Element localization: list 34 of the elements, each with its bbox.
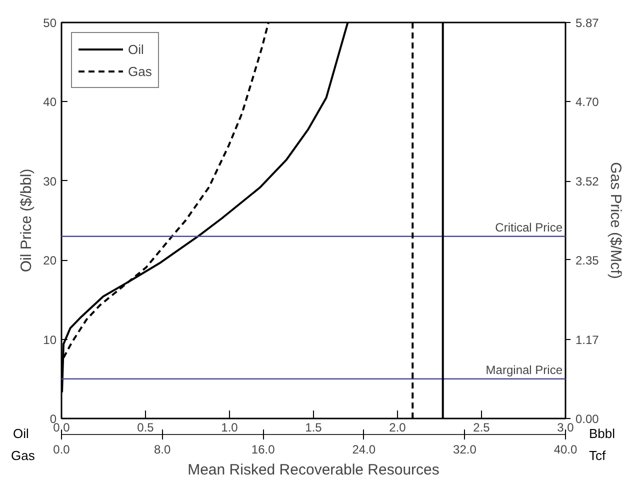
x-axis-title: Mean Risked Recoverable Resources (188, 462, 440, 478)
x-tick-label: 2.0 (389, 420, 406, 434)
y2-tick-label: 4.70 (576, 94, 600, 109)
text: Bbbl (589, 425, 616, 443)
x2-tick-label: 8.0 (154, 442, 171, 456)
x2-tick-label: 16.0 (251, 442, 276, 456)
y-axis-title: Oil Price ($/bbl) (18, 168, 36, 272)
y2-tick-label: 0.00 (576, 412, 600, 426)
x-tick-label: 0.5 (137, 420, 154, 434)
x-tick-label: 1.5 (305, 420, 322, 434)
x-tick-label: 2.5 (473, 420, 490, 434)
x2-tick-label: 40.0 (554, 442, 578, 456)
text: Tcf (589, 447, 606, 465)
text: Gas (11, 447, 35, 465)
legend-label: Gas (128, 64, 152, 78)
ref-line-label: Marginal Price (486, 362, 563, 377)
y2-axis-title: Gas Price ($/Mcf) (606, 162, 624, 279)
x2-tick-label: 0.0 (53, 442, 70, 456)
y2-tick-label: 3.52 (576, 174, 600, 189)
y-tick-label: 50 (43, 16, 57, 30)
y-tick-label: 30 (43, 174, 57, 188)
x-tick-label: 3.0 (557, 420, 574, 434)
legend-label: Oil (128, 42, 145, 56)
y2-tick-label: 5.87 (576, 16, 600, 30)
y-tick-label: 10 (43, 332, 57, 347)
y-tick-label: 40 (43, 95, 57, 110)
y-tick-label: 20 (43, 254, 57, 268)
y2-tick-label: 2.35 (576, 253, 600, 268)
x2-tick-label: 24.0 (352, 442, 376, 456)
x2-tick-label: 32.0 (453, 442, 477, 456)
text: Oil (13, 425, 29, 443)
ref-line-label: Critical Price (495, 220, 563, 234)
x-tick-label: 1.0 (221, 420, 238, 434)
y2-tick-label: 1.17 (576, 333, 600, 348)
